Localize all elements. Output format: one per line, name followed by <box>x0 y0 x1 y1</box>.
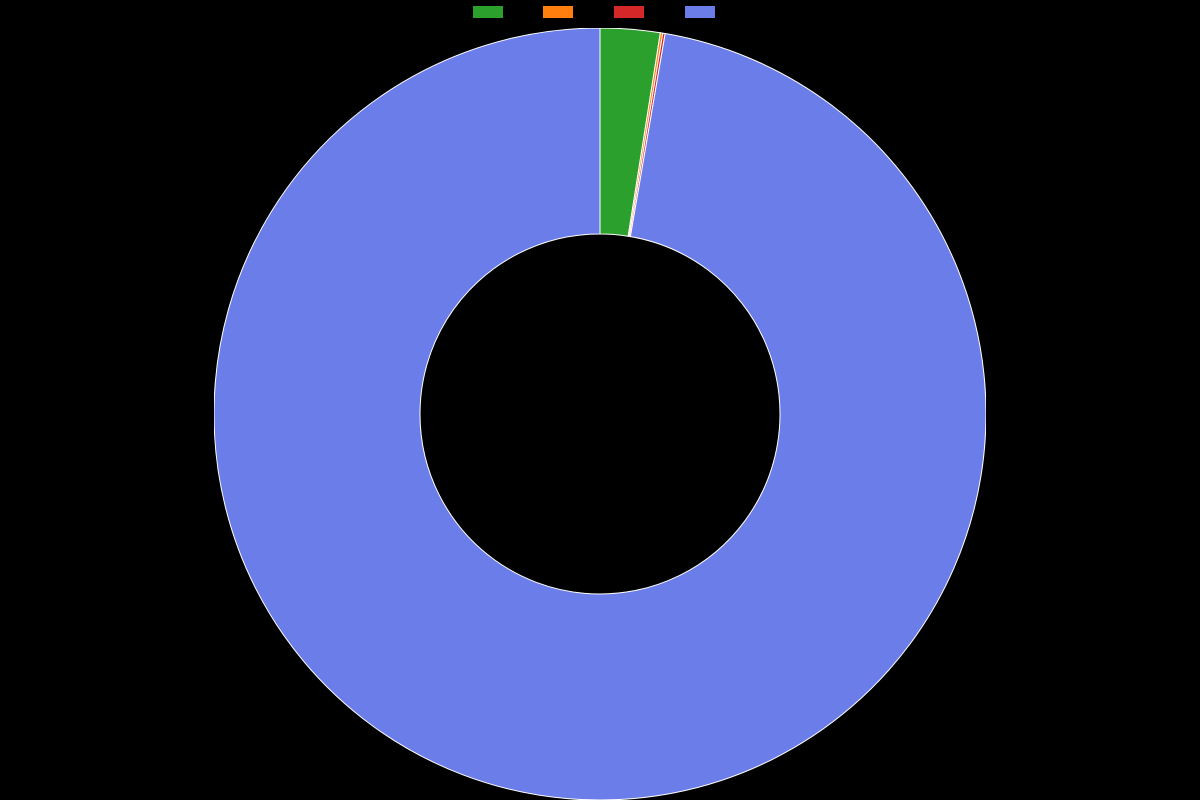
chart-legend <box>0 6 1200 18</box>
donut-chart-container <box>214 28 986 803</box>
legend-item-1[interactable] <box>543 6 586 18</box>
legend-swatch-2 <box>614 6 644 18</box>
legend-swatch-1 <box>543 6 573 18</box>
legend-item-0[interactable] <box>473 6 516 18</box>
donut-slice-3[interactable] <box>214 28 986 800</box>
legend-item-3[interactable] <box>685 6 728 18</box>
legend-swatch-3 <box>685 6 715 18</box>
legend-swatch-0 <box>473 6 503 18</box>
chart-page <box>0 0 1200 800</box>
donut-chart-svg <box>214 28 986 800</box>
legend-item-2[interactable] <box>614 6 657 18</box>
